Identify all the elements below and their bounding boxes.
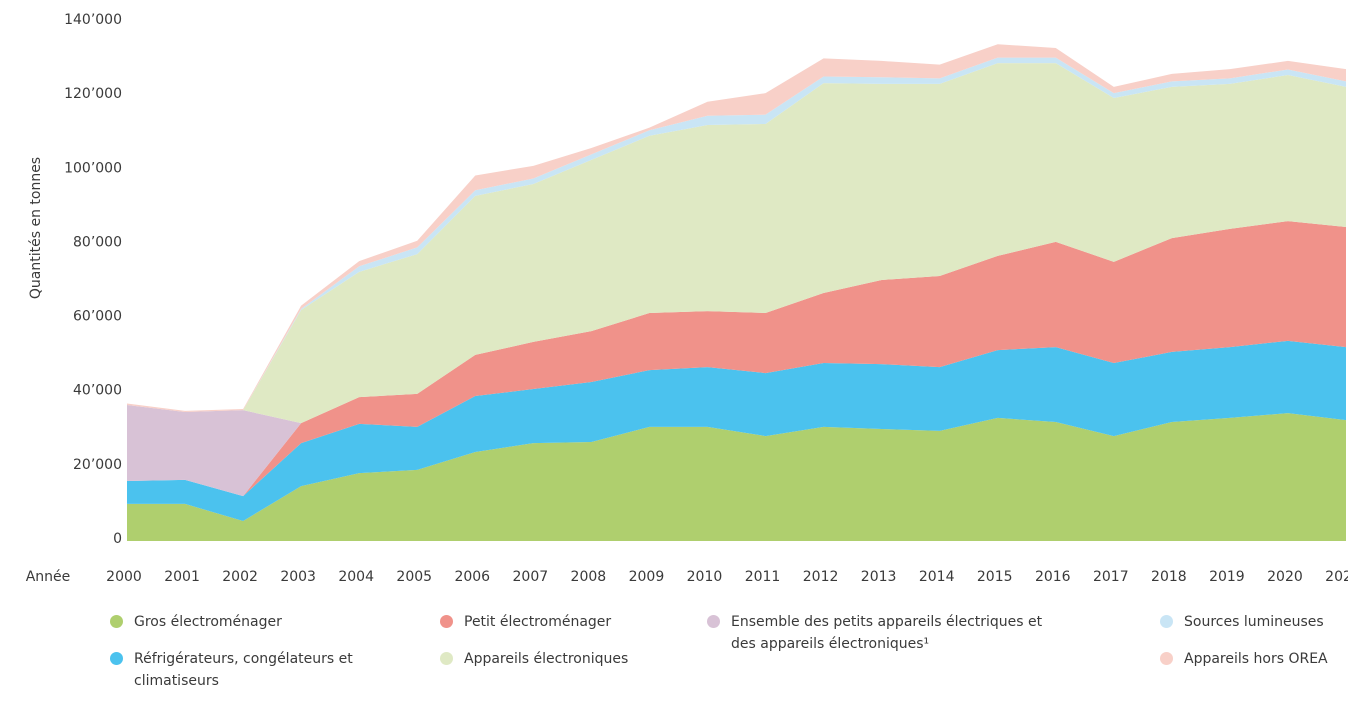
y-tick-label: 40’000 bbox=[73, 383, 122, 399]
x-tick-label: 2017 bbox=[1093, 569, 1129, 585]
x-tick-label: 2012 bbox=[803, 569, 839, 585]
x-tick-label: 2002 bbox=[222, 569, 258, 585]
y-tick-label: 80’000 bbox=[73, 234, 122, 250]
y-tick-label: 120’000 bbox=[64, 86, 122, 102]
x-tick-label: 2005 bbox=[396, 569, 432, 585]
y-axis-label: Quantités en tonnes bbox=[28, 157, 44, 299]
x-tick-label: 2011 bbox=[745, 569, 781, 585]
x-tick-label: 2008 bbox=[571, 569, 607, 585]
x-tick-label: 2021 bbox=[1325, 569, 1348, 585]
y-tick-label: 100’000 bbox=[64, 160, 122, 176]
x-tick-label: 2006 bbox=[454, 569, 490, 585]
x-tick-label: 2019 bbox=[1209, 569, 1245, 585]
x-tick-label: 2014 bbox=[919, 569, 955, 585]
x-tick-label: 2001 bbox=[164, 569, 200, 585]
area bbox=[127, 340, 1346, 521]
x-tick-label: 2016 bbox=[1035, 569, 1071, 585]
area bbox=[127, 221, 1346, 497]
x-tick-label: 2015 bbox=[977, 569, 1013, 585]
areas bbox=[127, 44, 1346, 541]
y-tick-label: 140’000 bbox=[64, 12, 122, 28]
x-tick-label: 2003 bbox=[280, 569, 316, 585]
y-tick-label: 60’000 bbox=[73, 309, 122, 325]
x-tick-label: 2007 bbox=[513, 569, 549, 585]
x-tick-label: 2009 bbox=[629, 569, 665, 585]
x-tick-label: 2020 bbox=[1267, 569, 1303, 585]
x-tick-label: 2013 bbox=[861, 569, 897, 585]
x-tick-label: 2000 bbox=[106, 569, 142, 585]
area bbox=[127, 413, 1346, 541]
y-tick-label: 0 bbox=[113, 531, 122, 547]
area bbox=[127, 221, 1346, 497]
x-tick-label: 2018 bbox=[1151, 569, 1187, 585]
area bbox=[127, 63, 1346, 424]
x-axis-label: Année bbox=[26, 569, 71, 585]
y-tick-label: 20’000 bbox=[73, 457, 122, 473]
x-tick-label: 2004 bbox=[338, 569, 374, 585]
x-tick-label: 2010 bbox=[687, 569, 723, 585]
